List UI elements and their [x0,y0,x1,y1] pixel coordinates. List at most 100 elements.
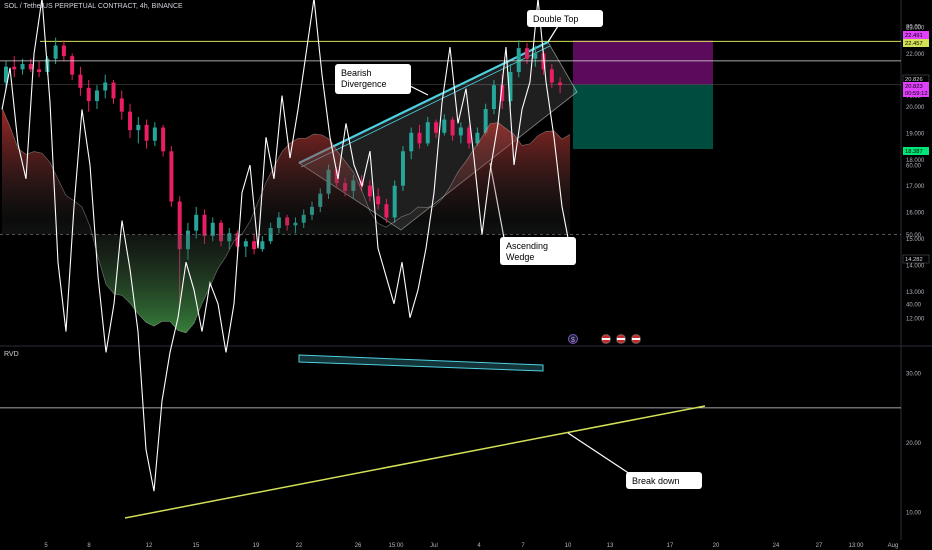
price-tag-label: 18.387 [905,149,923,155]
candle-body [243,241,248,247]
price-tag [903,39,929,47]
candle-body [467,127,472,144]
price-tick-label: 23.000 [906,26,925,32]
callout-break-down-text: Break down [632,476,680,486]
callout-bearish-divergence[interactable]: Bearish Divergence [335,64,411,94]
candle-body [128,111,133,131]
oscillator-tick-label: 40.00 [906,302,922,308]
oscillator-tick-label: 20.00 [906,441,922,447]
price-tag [903,82,929,90]
candle-body [376,196,381,205]
candle-body [533,53,538,59]
candle-body [152,127,157,141]
candle-body [549,69,554,83]
oscillator-band-fill [2,107,570,333]
price-tick-label: 16.000 [906,211,925,217]
candle-body [450,119,455,136]
stop-loss-zone [573,40,713,85]
candle-body [417,132,422,144]
time-tick-label: 13 [607,543,614,549]
candle-body [508,71,513,102]
svg-text:$: $ [571,337,575,343]
candle-body [28,64,33,70]
candle-body [483,108,488,133]
price-tag-label: 22.457 [905,41,923,47]
price-tag [903,31,929,39]
candle-body [500,85,505,102]
price-tick-label: 19.000 [906,131,925,137]
candle-body [169,151,174,202]
candle-body [235,233,240,247]
oscillator-tick-label: 70.00 [906,94,922,100]
candle-body [491,85,496,109]
callout-break-down[interactable]: Break down [626,472,702,489]
time-tick-label: 8 [87,543,91,549]
candle-body [367,185,372,197]
indicator-name: RVD [4,351,19,358]
oscillator-tick-label: 30.00 [906,372,922,378]
price-tick-label: 18.000 [906,158,925,164]
candle-body [425,122,430,144]
callout-bearish-text-1: Bearish [341,68,372,78]
us-flag-event-icon[interactable] [631,334,641,344]
candle-body [78,74,83,88]
candle-body [558,82,563,86]
candle-body [103,82,108,91]
price-tag [903,147,929,155]
price-tag [903,89,929,97]
candle-body [12,66,17,70]
dollar-event-icon[interactable]: $ [568,334,578,344]
candle-body [86,87,91,102]
time-tick-label: 5 [44,543,48,549]
callout-double-top-text: Double Top [533,14,579,24]
symbol-header: SOL / TetherUS PERPETUAL CONTRACT, 4h, B… [4,3,183,10]
candle-body [475,132,480,144]
candle-body [144,124,149,141]
candle-body [409,132,414,152]
time-tick-label: Aug [888,543,899,549]
candle-body [37,69,42,72]
price-tag [902,254,930,264]
candle-body [458,127,463,136]
time-tick-label: 26 [355,543,362,549]
price-tick-label: 22.000 [906,52,925,58]
price-tick-label: 15.000 [906,237,925,243]
candle-body [359,180,364,186]
candle-body [210,222,215,236]
candle-body [136,124,141,131]
rvd-line [1,0,571,492]
price-tick-label: 12.000 [906,316,925,322]
candle-body [61,45,66,57]
us-flag-event-icon[interactable] [616,334,626,344]
candle-body [400,151,405,186]
candle-body [70,56,75,75]
callout-ascending-wedge[interactable]: Ascending Wedge [500,237,576,265]
take-profit-zone [573,84,713,150]
candle-body [53,45,58,59]
time-tick-label: 15:00 [388,543,404,549]
callout-bearish-text-2: Divergence [341,79,387,89]
time-tick-label: 22 [296,543,303,549]
time-tick-label: 24 [773,543,780,549]
time-tick-label: 17 [667,543,674,549]
break-down-pointer [567,432,631,475]
time-tick-label: 7 [521,543,525,549]
callout-wedge-text-2: Wedge [506,252,535,262]
candle-body [392,185,397,218]
price-tick-label: 17.000 [906,184,925,190]
us-flag-event-icon[interactable] [601,334,611,344]
callout-double-top[interactable]: Double Top [527,10,603,27]
time-tick-label: 27 [816,543,823,549]
time-tick-label: 4 [477,543,481,549]
price-tick-label: 20.000 [906,105,925,111]
candle-body [94,90,99,102]
time-tick-label: 19 [253,543,260,549]
candle-body [20,64,25,70]
time-tick-label: 15 [193,543,200,549]
candle-body [219,222,224,242]
candle-body [384,204,389,218]
candle-body [202,214,207,236]
candle-body [442,119,447,133]
